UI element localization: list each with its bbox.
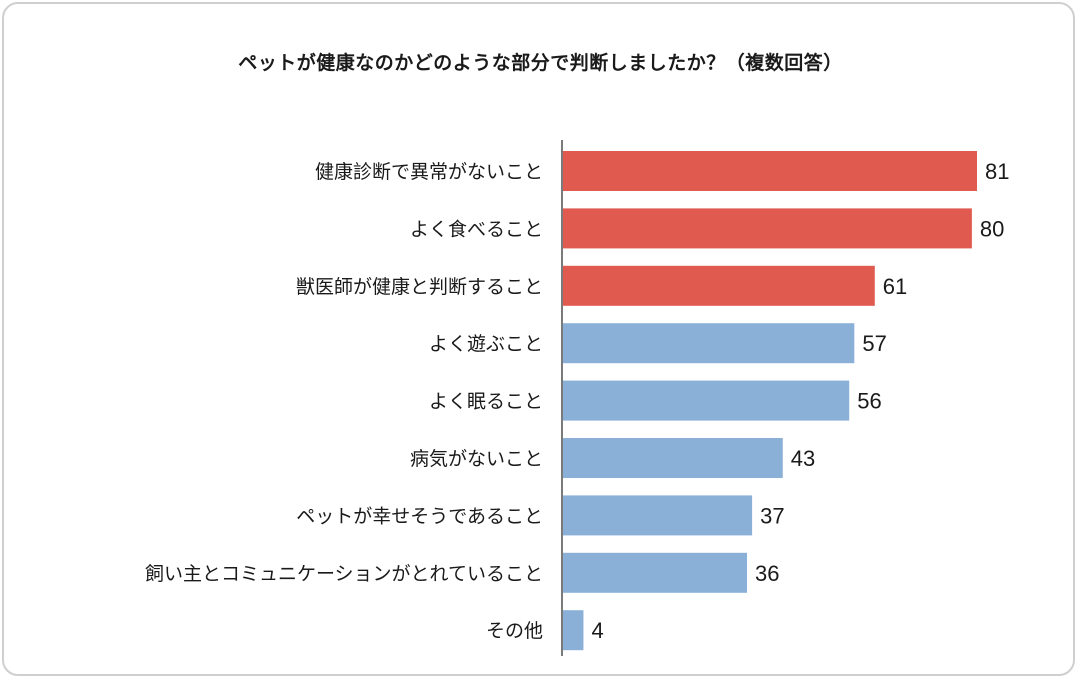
bar-2: [563, 208, 972, 249]
category-label-3: 獣医師が健康と判断すること: [296, 276, 543, 298]
value-labels-group: 81 80 61 57 56 43 37 36 4: [591, 159, 1009, 643]
category-label-6: 病気がないこと: [410, 448, 543, 470]
bars-group: [563, 151, 977, 651]
bar-6: [563, 438, 783, 478]
bar-4: [563, 323, 855, 364]
value-label-1: 81: [985, 159, 1009, 184]
bar-1: [563, 151, 977, 191]
value-label-9: 4: [591, 618, 603, 643]
category-label-4: よく遊ぶこと: [429, 333, 543, 355]
value-label-5: 56: [857, 389, 881, 414]
bar-5: [563, 380, 850, 421]
category-label-2: よく食べること: [410, 218, 543, 240]
value-label-8: 36: [755, 561, 779, 586]
value-label-2: 80: [980, 216, 1004, 241]
category-labels-group: 健康診断で異常がないことよく食べること獣医師が健康と判断することよく遊ぶことよく…: [145, 161, 543, 642]
value-label-6: 43: [791, 446, 815, 471]
category-label-8: 飼い主とコミュニケーションがとれていること: [145, 563, 543, 585]
value-label-7: 37: [760, 503, 784, 528]
category-label-5: よく眠ること: [429, 391, 543, 413]
value-label-4: 57: [862, 331, 886, 356]
category-label-7: ペットが幸せそうであること: [296, 505, 543, 527]
category-label-9: その他: [486, 620, 543, 642]
bar-9: [563, 610, 584, 651]
bar-3: [563, 265, 875, 306]
bar-7: [563, 495, 753, 536]
value-label-3: 61: [883, 274, 907, 299]
chart-title: ペットが健康なのかどのような部分で判断しましたか？（複数回答）: [238, 52, 843, 74]
bar-8: [563, 552, 747, 593]
category-label-1: 健康診断で異常がないこと: [315, 161, 543, 183]
